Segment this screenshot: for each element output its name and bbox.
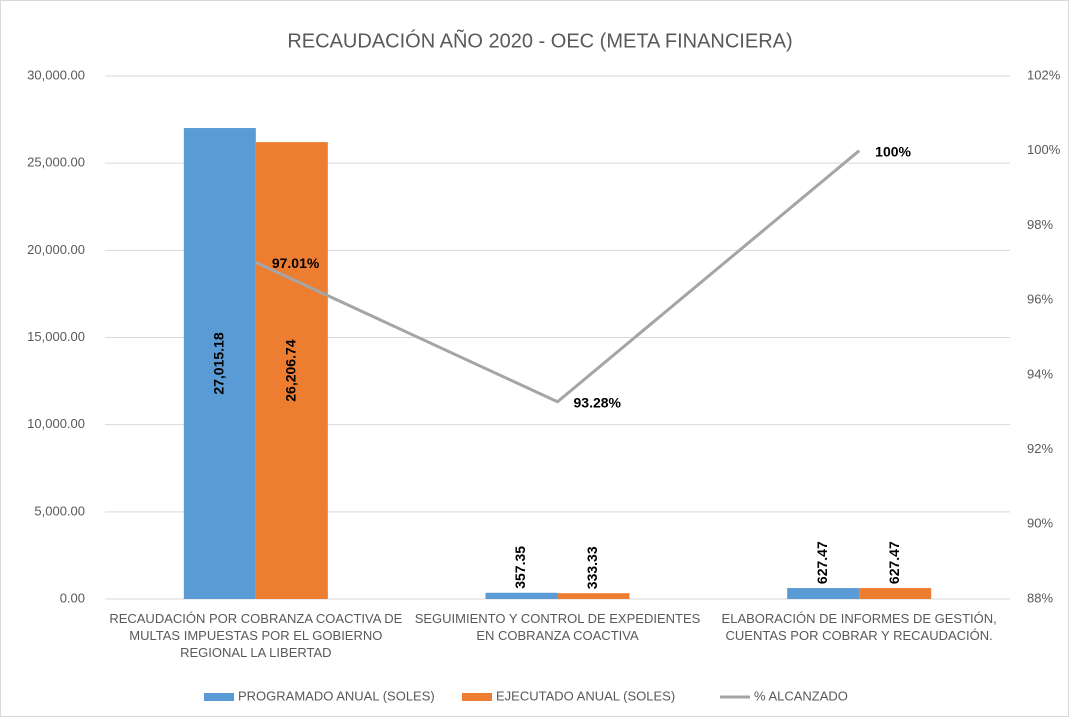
data-label: 627.47 (886, 541, 902, 584)
bar (255, 142, 328, 600)
chart-title: RECAUDACIÓN AÑO 2020 - OEC (META FINANCI… (287, 28, 792, 52)
legend-swatch (462, 693, 492, 701)
legend-label: PROGRAMADO ANUAL (SOLES) (238, 688, 435, 703)
data-label: 333.33 (584, 546, 600, 589)
y2-tick-label: 102% (1027, 67, 1061, 82)
y-tick-label: 10,000.00 (27, 416, 85, 431)
y-tick-label: 15,000.00 (27, 329, 85, 344)
x-tick-label: ELABORACIÓN DE INFORMES DE GESTIÓN, CUEN… (721, 611, 997, 643)
bar (557, 593, 630, 599)
x-tick-label: SEGUIMIENTO Y CONTROL DE EXPEDIENTES EN … (414, 611, 701, 643)
bar (787, 588, 860, 599)
legend-label: % ALCANZADO (754, 688, 848, 703)
y-tick-label: 0.00 (60, 590, 85, 605)
y2-tick-label: 88% (1027, 590, 1053, 605)
x-tick-label: RECAUDACIÓN POR COBRANZA COACTIVA DE MUL… (109, 611, 403, 660)
data-label: 100% (875, 143, 911, 159)
y2-tick-label: 96% (1027, 292, 1053, 307)
y2-tick-label: 90% (1027, 516, 1053, 531)
bar (859, 588, 932, 599)
y-tick-label: 30,000.00 (27, 67, 85, 82)
data-label: 27,015.18 (211, 332, 227, 394)
data-label: 93.28% (574, 394, 622, 410)
data-label: 26,206.74 (283, 339, 299, 401)
y2-tick-label: 100% (1027, 142, 1061, 157)
y2-tick-label: 98% (1027, 217, 1053, 232)
legend-label: EJECUTADO ANUAL (SOLES) (496, 688, 675, 703)
line-series (255, 149, 861, 404)
y2-tick-label: 94% (1027, 366, 1053, 381)
y-tick-label: 25,000.00 (27, 155, 85, 170)
bar (485, 592, 558, 599)
y-tick-label: 5,000.00 (34, 503, 85, 518)
y-tick-label: 20,000.00 (27, 242, 85, 257)
bar (183, 128, 256, 600)
data-label: 97.01% (272, 255, 320, 271)
data-label: 357.35 (512, 546, 528, 589)
legend-swatch (204, 693, 234, 701)
y2-tick-label: 92% (1027, 441, 1053, 456)
data-label: 627.47 (814, 541, 830, 584)
